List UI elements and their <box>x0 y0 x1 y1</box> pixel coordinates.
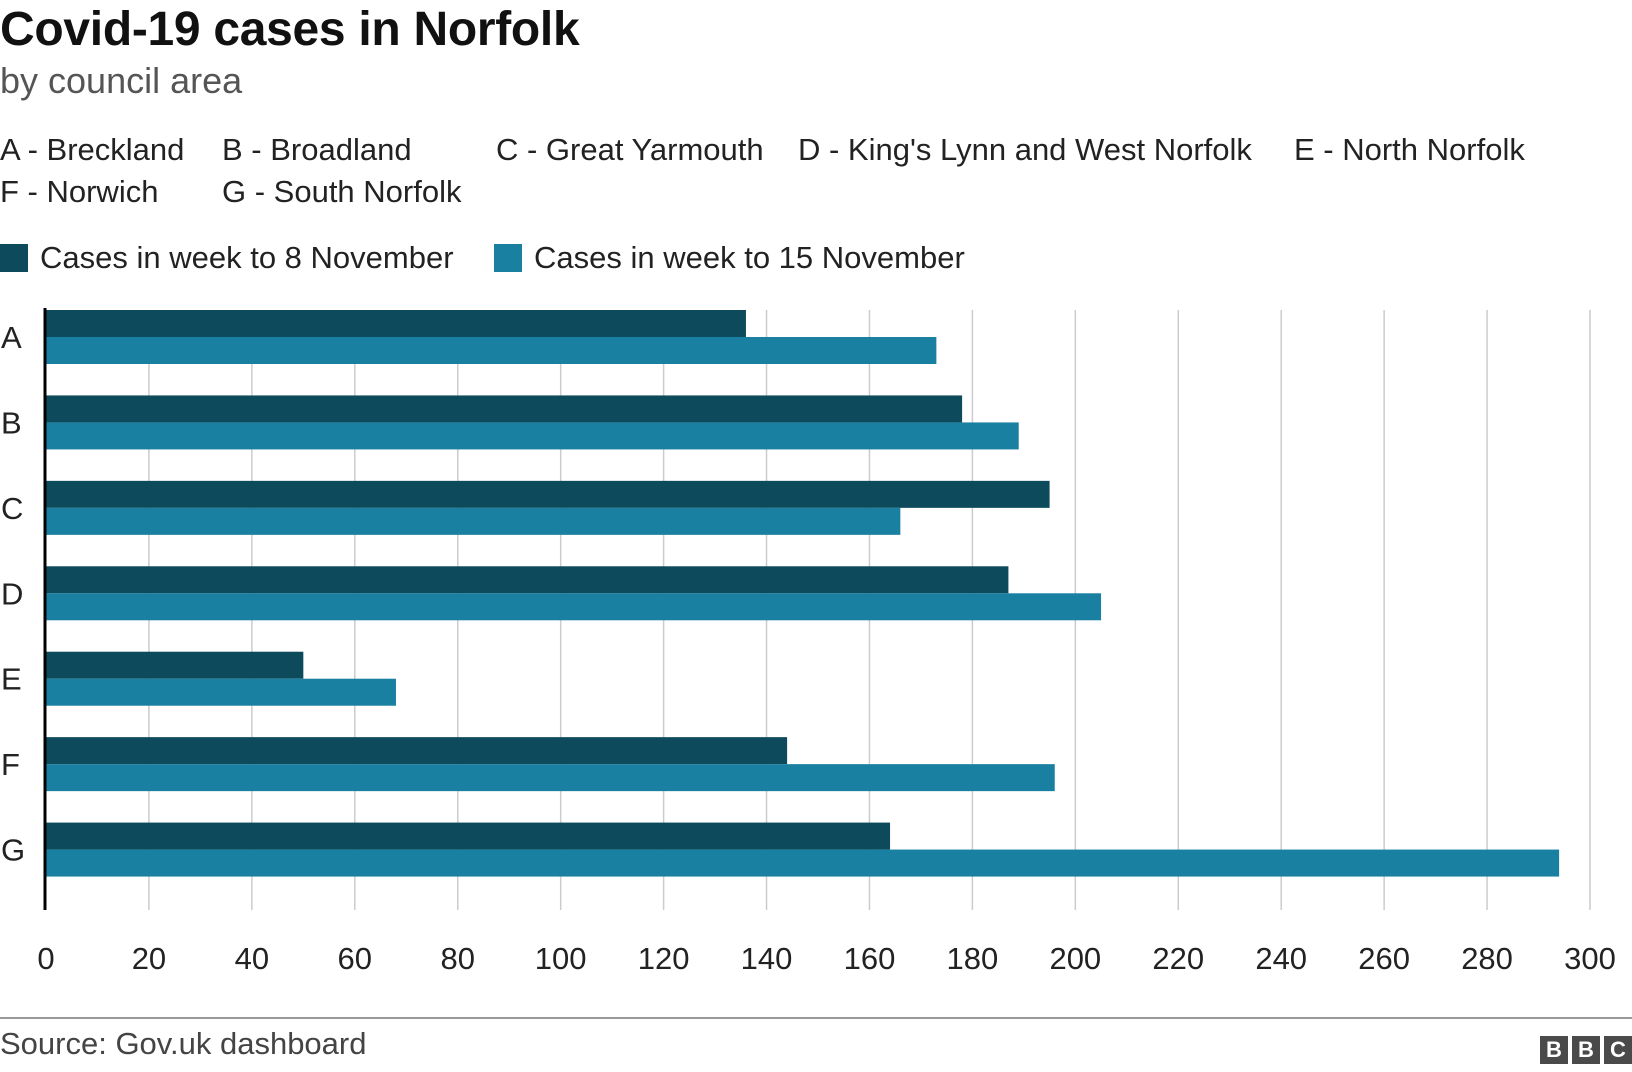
bar-chart: A B C D E F G 0 20 40 60 80 100 120 140 160 180 200 220 240… <box>1 308 1616 976</box>
category-label-d: D <box>1 576 23 611</box>
x-tick-label-200: 200 <box>1049 941 1101 976</box>
x-tick-label-60: 60 <box>338 941 372 976</box>
bar-a-series-2 <box>46 337 937 364</box>
category-label-g: G <box>1 833 25 868</box>
source-note: Source: Gov.uk dashboard <box>0 1026 367 1061</box>
chart-title: Covid-19 cases in Norfolk <box>0 3 580 56</box>
legend-label-week-8-nov: Cases in week to 8 November <box>40 240 454 275</box>
bbc-logo-block: B <box>1572 1036 1600 1064</box>
legend-swatch-week-8-nov <box>0 244 28 272</box>
key-item-broadland: B - Broadland <box>222 132 412 167</box>
bar-f-series-1 <box>46 737 788 765</box>
key-item-kings-lynn: D - King's Lynn and West Norfolk <box>798 132 1252 167</box>
category-label-c: C <box>1 491 23 526</box>
bbc-logo-block: B <box>1540 1036 1568 1064</box>
legend-swatch-week-15-nov <box>494 244 522 272</box>
category-label-f: F <box>1 747 20 782</box>
key-item-south-norfolk: G - South Norfolk <box>222 174 462 209</box>
key-item-north-norfolk: E - North Norfolk <box>1294 132 1525 167</box>
x-tick-label-80: 80 <box>440 941 474 976</box>
key-item-great-yarmouth: C - Great Yarmouth <box>496 132 764 167</box>
bar-f-series-2 <box>46 764 1055 792</box>
legend-item-week-15-nov: Cases in week to 15 November <box>494 240 965 276</box>
x-tick-label-20: 20 <box>132 941 166 976</box>
bar-d-series-2 <box>46 593 1102 621</box>
bar-c-series-2 <box>46 507 901 535</box>
bbc-logo: B B C <box>1540 1036 1632 1064</box>
key-item-breckland: A - Breckland <box>0 132 185 167</box>
legend-label-week-15-nov: Cases in week to 15 November <box>534 240 965 275</box>
category-label-e: E <box>1 662 22 697</box>
x-tick-label-260: 260 <box>1358 941 1410 976</box>
key-item-norwich: F - Norwich <box>0 174 159 209</box>
legend-item-week-8-nov: Cases in week to 8 November <box>0 240 454 276</box>
x-tick-label-40: 40 <box>235 941 269 976</box>
bar-b-series-1 <box>46 395 963 423</box>
x-tick-label-120: 120 <box>638 941 690 976</box>
bar-g-series-2 <box>46 849 1560 877</box>
bar-e-series-2 <box>46 678 396 706</box>
x-tick-label-220: 220 <box>1152 941 1204 976</box>
x-tick-label-280: 280 <box>1461 941 1513 976</box>
x-tick-label-100: 100 <box>535 941 587 976</box>
bar-e-series-1 <box>46 651 304 679</box>
bar-b-series-2 <box>46 422 1019 450</box>
bar-a-series-1 <box>46 310 746 337</box>
x-tick-label-300: 300 <box>1564 941 1616 976</box>
x-tick-label-180: 180 <box>947 941 999 976</box>
bar-d-series-1 <box>46 566 1009 594</box>
chart-subtitle: by council area <box>0 60 243 101</box>
x-tick-label-0: 0 <box>37 941 54 976</box>
x-tick-label-140: 140 <box>741 941 793 976</box>
bar-g-series-1 <box>46 822 891 850</box>
category-label-b: B <box>1 405 22 440</box>
bbc-logo-block: C <box>1604 1036 1632 1064</box>
category-label-a: A <box>1 320 22 355</box>
x-tick-label-160: 160 <box>844 941 896 976</box>
x-tick-label-240: 240 <box>1255 941 1307 976</box>
bar-c-series-1 <box>46 480 1050 508</box>
footer-divider <box>0 1017 1632 1019</box>
